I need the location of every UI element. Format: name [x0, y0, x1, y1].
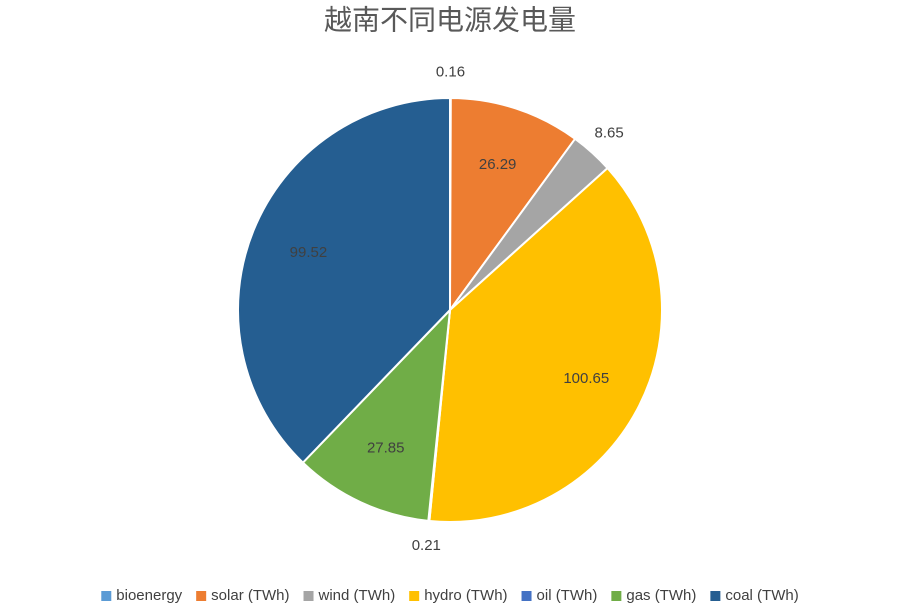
data-label: 0.16 — [436, 64, 465, 81]
data-label: 0.21 — [412, 537, 441, 554]
data-label: 26.29 — [479, 156, 517, 173]
legend-swatch — [303, 591, 314, 601]
pie-slice — [237, 96, 451, 465]
legend-label: hydro (TWh) — [424, 587, 507, 604]
legend-label: wind (TWh) — [318, 587, 396, 604]
data-label: 8.65 — [595, 125, 624, 142]
legend-label: oil (TWh) — [537, 587, 598, 604]
legend-label: coal (TWh) — [725, 587, 798, 604]
legend-swatch — [101, 591, 112, 601]
legend-swatch — [611, 591, 622, 601]
legend-swatch — [710, 591, 721, 601]
data-label: 27.85 — [367, 439, 405, 456]
legend-swatch — [409, 591, 420, 601]
legend-label: gas (TWh) — [626, 587, 696, 604]
legend-swatch — [521, 591, 532, 601]
data-label: 99.52 — [290, 244, 328, 261]
legend-swatch — [196, 591, 207, 601]
legend-label: bioenergy — [116, 587, 182, 604]
pie-slice — [428, 166, 663, 523]
legend-label: solar (TWh) — [211, 587, 289, 604]
chart-title: 越南不同电源发电量 — [324, 4, 576, 35]
pie-slice — [448, 96, 577, 314]
pie-slice — [301, 307, 452, 522]
data-label: 100.65 — [563, 370, 609, 387]
legend: bioenergy solar (TWh) wind (TWh) hydro (TWh… — [101, 587, 799, 604]
